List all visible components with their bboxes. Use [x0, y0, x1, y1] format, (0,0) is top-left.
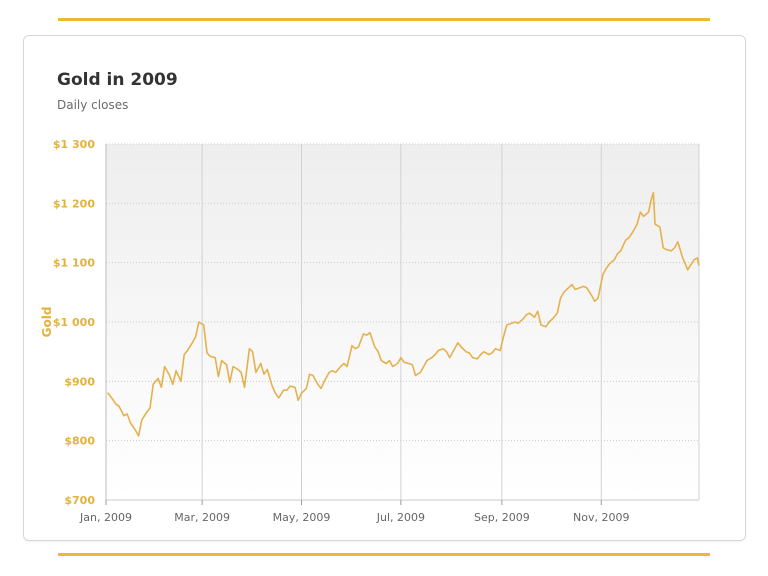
x-tick-label: Mar, 2009: [174, 511, 230, 524]
series-line-gold: [106, 191, 700, 437]
y-tick-label: $800: [64, 435, 95, 448]
x-tick-label: Sep, 2009: [474, 511, 530, 524]
plot-area: [106, 144, 699, 500]
top-accent-rule: [58, 18, 710, 21]
x-tick-label: Jul, 2009: [376, 511, 425, 524]
bottom-accent-rule: [58, 553, 710, 556]
x-tick-label: Nov, 2009: [573, 511, 629, 524]
chart-subtitle: Daily closes: [57, 98, 129, 112]
y-tick-label: $1 200: [53, 197, 95, 210]
y-tick-label: $700: [64, 494, 95, 507]
x-axis: Jan, 2009 Mar, 2009 May, 2009 Jul, 2009 Sep,…: [79, 500, 629, 524]
y-tick-label: $1 300: [53, 138, 95, 151]
x-tick-label: Jan, 2009: [79, 511, 132, 524]
y-tick-label: $1 000: [53, 316, 95, 329]
chart-title: Gold in 2009: [57, 70, 178, 90]
y-tick-label: $900: [64, 375, 95, 388]
x-tick-label: May, 2009: [273, 511, 331, 524]
grid: [105, 143, 700, 501]
y-axis-label: Gold: [40, 307, 54, 338]
y-axis: $700 $800 $900 $1 000 $1 100 $1 200 $1 300: [53, 138, 95, 507]
y-tick-label: $1 100: [53, 257, 95, 270]
